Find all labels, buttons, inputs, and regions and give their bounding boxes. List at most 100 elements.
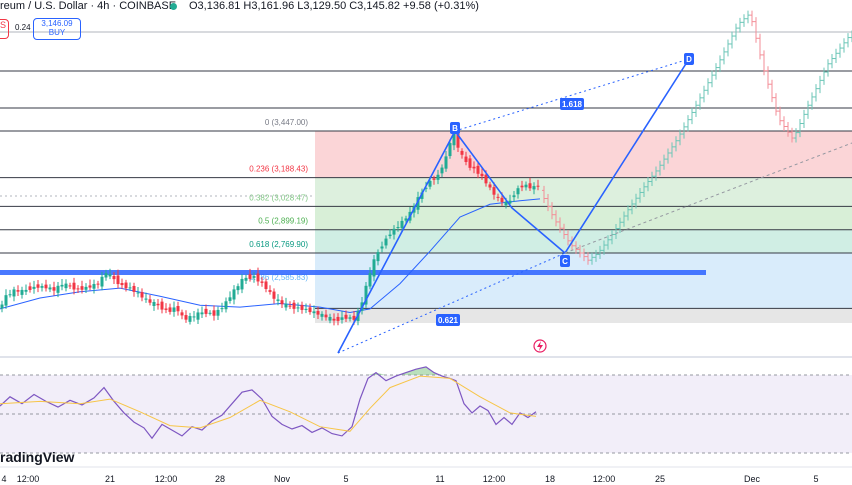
buy-price: 3,146.09 [41,19,73,28]
x-tick-label: 25 [654,474,666,484]
x-tick-label: 28 [214,474,226,484]
candle-body [400,220,404,229]
candle-body [368,273,372,287]
candle-body [288,305,292,307]
fib-zone-0 [315,131,852,178]
ohlc-values: O3,136.81 H3,161.96 L3,129.50 C3,145.82 … [189,0,479,12]
candle-body [192,316,196,318]
candle-body [392,228,396,235]
point-b-label: B [452,124,458,133]
candle-body [252,276,256,278]
candle-body [536,185,540,187]
candle-body [512,195,516,198]
candle-body [28,286,32,290]
fib-zone-4 [315,253,852,308]
candle-body [148,299,152,303]
buy-label: BUY [48,28,66,37]
candle-body [160,301,164,310]
fib-label-0.618: 0.618 (2,769.90) [249,240,308,249]
candle-body [480,173,484,177]
candle-body [296,307,300,309]
point-d-label-bg [684,53,694,65]
fib-zone-3 [315,230,852,253]
candle-body [4,295,8,306]
candle-body [324,314,328,318]
fib-label-0.382: 0.382 (3,028.47) [249,193,308,202]
candle-body [276,299,280,301]
candle-body [388,234,392,237]
point-b-label-bg [450,122,460,134]
rsi-ma-line [0,375,537,432]
candle-body [132,285,136,292]
candle-body [520,185,524,188]
candle-body [156,303,160,306]
ratio-1618-label-bg [560,98,584,110]
candle-body [0,304,4,309]
candle-body [108,274,112,277]
candles-group [0,126,540,326]
candle-body [140,292,144,298]
ratio-0621-label-bg [436,314,460,326]
candle-body [464,156,468,162]
spread-value: 0.24 [15,23,31,32]
sell-label: S [0,20,7,30]
candle-body [188,316,192,322]
candle-body [52,287,56,291]
candle-body [232,289,236,300]
lightning-icon [533,339,547,353]
candle-body [204,308,208,314]
candle-body [396,227,400,229]
candle-body [36,284,40,288]
candle-body [524,184,528,188]
candle-body [248,274,252,279]
candle-body [416,197,420,210]
candle-body [340,317,344,320]
x-tick-label: 4 [1,474,7,484]
candle-body [172,307,176,312]
candle-body [328,316,332,321]
candle-body [348,317,352,319]
candle-body [176,306,180,312]
candle-body [292,302,296,309]
candle-body [320,313,324,317]
candle-body [380,246,384,249]
candle-body [116,275,120,285]
candle-body [424,187,428,189]
ratio-0621-label: 0.621 [438,316,459,325]
candle-body [472,166,476,169]
candle-body [440,167,444,174]
fib-label-0.236: 0.236 (3,188.43) [249,165,308,174]
candle-body [60,284,64,287]
candle-body [96,283,100,285]
candle-body [496,196,500,198]
buy-button[interactable]: 3,146.09 BUY [33,18,81,40]
candle-body [12,289,16,297]
tradingview-watermark: radingView [0,449,75,465]
x-tick-label: 5 [343,474,349,484]
candle-body [372,259,376,277]
candle-body [256,273,260,282]
sell-button[interactable]: S [0,19,9,39]
candle-body [120,282,124,286]
point-d-label: D [686,55,692,64]
candle-body [24,289,28,292]
candle-body [336,316,340,321]
candle-body [528,183,532,189]
candle-body [84,286,88,290]
symbol-title[interactable]: reum / U.S. Dollar · 4h · COINBASE [0,0,177,12]
candle-body [452,132,456,146]
candle-body [468,158,472,168]
candle-body [404,218,408,221]
fib-label-0.5: 0.5 (2,899.19) [258,217,308,226]
candle-body [240,278,244,290]
candle-body [72,282,76,290]
candle-body [44,284,48,289]
candle-body [228,297,232,301]
candle-body [352,315,356,320]
candle-body [196,312,200,320]
candle-body [484,174,488,184]
candle-body [376,252,380,262]
rsi-line [0,366,537,440]
candle-body [268,290,272,292]
